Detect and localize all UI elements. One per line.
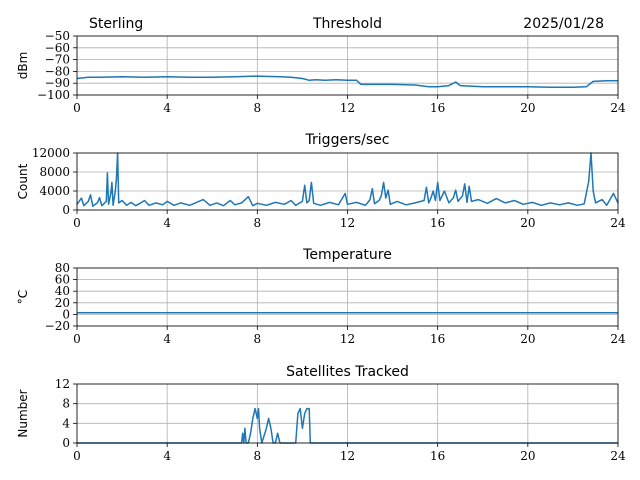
y-tick-label: −50	[45, 29, 70, 43]
series-line-1	[77, 407, 618, 444]
y-tick-label: 4000	[39, 184, 70, 198]
y-axis-label: °C	[16, 290, 30, 304]
x-tick-label: 4	[163, 449, 171, 463]
y-tick-label: 80	[55, 261, 70, 275]
x-tick-label: 20	[520, 332, 535, 346]
x-tick-label: 24	[610, 449, 626, 463]
x-tick-label: 0	[73, 216, 81, 230]
panel-1: 0 4 8 12 16 20 24 −100−90−80−70−60−50 Threshold d…	[16, 16, 626, 115]
x-tick-label: 12	[340, 101, 355, 115]
x-tick-label: 0	[73, 332, 81, 346]
y-axis-label: Number	[16, 389, 30, 437]
y-tick-label: −100	[37, 88, 70, 102]
series-line-1	[76, 152, 619, 207]
y-tick-label: 40	[55, 284, 70, 298]
y-tick-label: 12	[55, 377, 70, 391]
series-line-1	[76, 75, 618, 89]
y-tick-label: 60	[55, 273, 70, 287]
y-tick-label: −70	[45, 53, 70, 67]
y-tick-label: −90	[45, 76, 70, 90]
x-tick-label: 16	[430, 332, 445, 346]
y-tick-label: 0	[62, 203, 70, 217]
x-tick-label: 20	[520, 101, 535, 115]
x-tick-label: 8	[254, 101, 262, 115]
x-tick-label: 16	[430, 216, 445, 230]
x-tick-label: 24	[610, 216, 626, 230]
panel-title: Temperature	[302, 247, 392, 263]
x-tick-label: 4	[163, 332, 171, 346]
y-tick-label: −60	[45, 41, 70, 55]
y-tick-label: 12000	[32, 146, 70, 160]
x-tick-label: 12	[340, 332, 355, 346]
station-name: Sterling	[89, 16, 143, 32]
x-tick-label: 16	[430, 449, 445, 463]
x-tick-label: 16	[430, 101, 445, 115]
panel-title: Satellites Tracked	[286, 364, 409, 380]
y-tick-label: 8000	[39, 165, 70, 179]
x-tick-label: 0	[73, 101, 81, 115]
x-tick-label: 8	[254, 216, 262, 230]
x-tick-label: 8	[254, 332, 262, 346]
x-tick-label: 4	[163, 101, 171, 115]
y-tick-label: 0	[62, 307, 70, 321]
panel-title: Triggers/sec	[305, 132, 390, 148]
y-axis-label: dBm	[16, 52, 30, 80]
y-tick-label: 0	[62, 436, 70, 450]
x-tick-label: 4	[163, 216, 171, 230]
x-tick-label: 12	[340, 449, 355, 463]
x-tick-label: 24	[610, 101, 626, 115]
x-tick-label: 12	[340, 216, 355, 230]
y-tick-label: −20	[45, 319, 70, 333]
panel-4: 0 4 8 12 16 20 24 0 4 8 12 Satellites Tracked Number	[16, 364, 626, 463]
date-label: 2025/01/28	[523, 16, 604, 32]
x-tick-label: 0	[73, 449, 81, 463]
y-axis-label: Count	[16, 163, 30, 199]
x-tick-label: 24	[610, 332, 626, 346]
panel-title: Threshold	[312, 16, 382, 32]
x-tick-label: 8	[254, 449, 262, 463]
x-tick-label: 20	[520, 216, 535, 230]
panel-2: 0 4 8 12 16 20 24 0 4000 8000 12000 Triggers/sec Cou…	[16, 132, 626, 230]
y-tick-label: 4	[62, 416, 70, 430]
y-tick-label: 8	[62, 397, 70, 411]
x-tick-label: 20	[520, 449, 535, 463]
y-tick-label: 20	[55, 296, 70, 310]
chart-panels: 0 4 8 12 16 20 24 −100−90−80−70−60−50 Threshold d…	[16, 16, 626, 463]
y-tick-label: −80	[45, 64, 70, 78]
